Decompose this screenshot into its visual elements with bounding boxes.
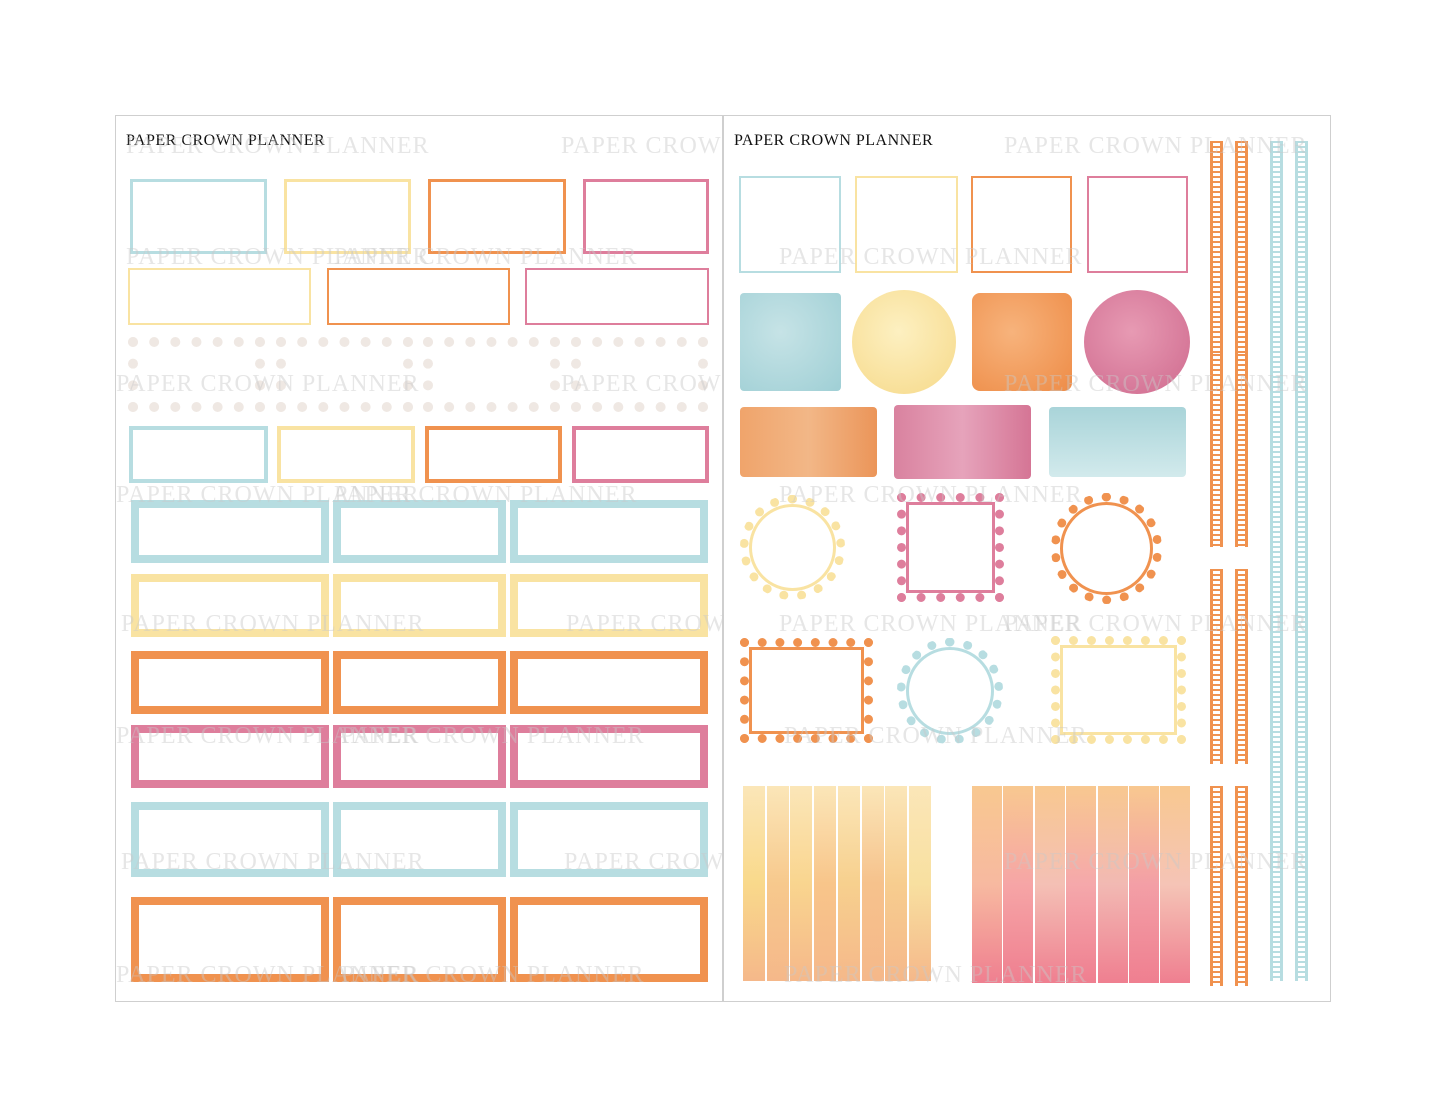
lace-ribbon-orange-a1 <box>1210 141 1223 367</box>
lace-circle-orange <box>1051 493 1162 604</box>
square-frame-4 <box>1087 176 1188 273</box>
thick-label-r3-c3 <box>510 651 708 714</box>
square-frame-3 <box>971 176 1072 273</box>
scalloped-box-4 <box>571 337 708 412</box>
watermark: PAPER CROWN PLANNER <box>561 133 722 159</box>
washi-watercolor-strip-1 <box>972 786 1002 983</box>
thick-label-r6-c2 <box>333 897 506 982</box>
sticker-sheet-left: PAPER CROWN PLANNER PAPER CROWN PLANNER P… <box>115 115 723 1002</box>
lace-ribbon-orange-a4 <box>1210 786 1223 986</box>
thick-label-r4-c2 <box>333 725 506 788</box>
thick-label-r5-c3 <box>510 802 708 877</box>
washi-watercolor-strip-5 <box>1097 786 1128 983</box>
thin-label-3 <box>428 179 566 254</box>
thick-label-r5-c1 <box>131 802 329 877</box>
watermark: PAPER CROWN PLANNER <box>1004 133 1308 159</box>
lace-ribbon-orange-b3 <box>1235 569 1248 764</box>
thick-label-r1-c1 <box>131 500 329 563</box>
watercolor-circle-yellow <box>852 290 956 394</box>
washi-watercolor-strip-3 <box>1034 786 1065 983</box>
thick-label-r3-c1 <box>131 651 329 714</box>
thick-label-r6-c3 <box>510 897 708 982</box>
lace-square-yellow <box>1051 636 1186 744</box>
washi-script-strip-8 <box>908 786 931 981</box>
square-frame-2 <box>855 176 958 273</box>
lace-ribbon-orange-a3 <box>1210 569 1223 764</box>
thick-label-r4-c1 <box>131 725 329 788</box>
thick-label-r6-c1 <box>131 897 329 982</box>
watercolor-stroke-orange <box>740 407 877 477</box>
thick-label-r2-c3 <box>510 574 708 637</box>
watercolor-stroke-pink <box>894 405 1031 479</box>
washi-script-strip-1 <box>743 786 765 981</box>
lace-ribbon-orange-b4 <box>1235 786 1248 986</box>
scalloped-box-1 <box>128 337 265 412</box>
lace-square-pink <box>897 493 1004 602</box>
lace-circle-yellow <box>740 495 845 600</box>
watercolor-square-orange <box>972 293 1072 391</box>
watermark: PAPER CROWN PLANNER <box>1004 611 1308 637</box>
sheet-header-left: PAPER CROWN PLANNER <box>126 132 326 149</box>
watercolor-stroke-blue <box>1049 407 1186 477</box>
wide-label-1 <box>128 268 311 325</box>
lace-ribbon-blue-2 <box>1295 141 1308 981</box>
washi-script-strip-6 <box>861 786 884 981</box>
washi-watercolor-strip-6 <box>1129 786 1159 983</box>
washi-script-strip-7 <box>885 786 908 981</box>
thick-label-r2-c2 <box>333 574 506 637</box>
sticker-sheet-right: PAPER CROWN PLANNER PAPER CROWN PLANNER P… <box>723 115 1331 1002</box>
lace-ribbon-orange-b1 <box>1235 141 1248 367</box>
thick-label-r1-c2 <box>333 500 506 563</box>
lace-ribbon-orange-b2 <box>1235 354 1248 547</box>
lace-ribbon-blue-1 <box>1270 141 1283 981</box>
washi-watercolor-strip-2 <box>1003 786 1034 983</box>
medium-box-2 <box>277 426 415 483</box>
washi-script-strip-4 <box>814 786 837 981</box>
medium-box-4 <box>572 426 709 483</box>
thin-label-2 <box>284 179 411 254</box>
washi-watercolor-strip-7 <box>1160 786 1191 983</box>
washi-watercolor-strip-4 <box>1066 786 1097 983</box>
washi-script-strip-3 <box>790 786 813 981</box>
thick-label-r4-c3 <box>510 725 708 788</box>
wide-label-3 <box>525 268 709 325</box>
scalloped-box-2 <box>276 337 413 412</box>
watercolor-square-blue <box>740 293 841 391</box>
square-frame-1 <box>739 176 841 273</box>
washi-script-strip-2 <box>766 786 789 981</box>
sheet-header-right: PAPER CROWN PLANNER <box>734 132 934 149</box>
scalloped-box-3 <box>423 337 560 412</box>
thick-label-r1-c3 <box>510 500 708 563</box>
thick-label-r2-c1 <box>131 574 329 637</box>
watermark: PAPER CROWN PLANNER <box>779 611 1083 637</box>
thick-label-r5-c2 <box>333 802 506 877</box>
medium-box-1 <box>129 426 268 483</box>
washi-script-strip-5 <box>837 786 860 981</box>
thin-label-4 <box>583 179 709 254</box>
lace-circle-blue <box>897 638 1003 744</box>
wide-label-2 <box>327 268 510 325</box>
medium-box-3 <box>425 426 562 483</box>
lace-square-orange <box>740 638 873 743</box>
lace-ribbon-orange-a2 <box>1210 354 1223 547</box>
thick-label-r3-c2 <box>333 651 506 714</box>
watercolor-circle-pink <box>1084 290 1190 394</box>
thin-label-1 <box>130 179 267 254</box>
